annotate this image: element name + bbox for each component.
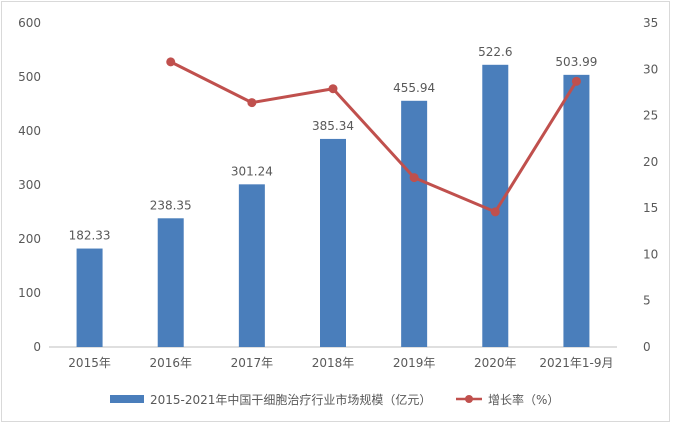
right-y-tick-label: 10 [643,247,658,261]
bar-data-label: 238.35 [150,198,192,212]
right-y-tick-label: 5 [643,294,651,308]
bar-data-label: 385.34 [312,119,354,133]
legend: 2015-2021年中国干细胞治疗行业市场规模（亿元） 增长率（%） [110,392,559,407]
bar-data-labels: 182.33 238.35 301.24 385.34 455.94 522.6 503.9… [69,45,598,243]
x-tick-label: 2015年 [68,356,111,370]
bar [238,184,265,347]
left-y-axis: 0 100 200 300 400 500 600 [18,16,41,354]
right-y-tick-label: 30 [643,62,658,76]
x-tick-label: 2019年 [393,356,436,370]
left-y-tick-label: 100 [18,286,41,300]
bar-data-label: 455.94 [393,81,435,95]
left-y-tick-label: 300 [18,178,41,192]
bar-series [76,64,590,348]
legend-line-label: 增长率（%） [488,392,559,407]
left-y-tick-label: 600 [18,16,41,30]
growth-rate-point [409,173,419,183]
growth-rate-point [490,207,500,217]
x-tick-label: 2016年 [149,356,192,370]
right-y-tick-label: 35 [643,16,658,30]
bar [563,74,590,347]
bar-data-label: 182.33 [69,229,111,243]
legend-bar-swatch [110,395,144,403]
right-y-tick-label: 0 [643,340,651,354]
left-y-tick-label: 400 [18,124,41,138]
bar [482,64,509,347]
left-y-tick-label: 200 [18,232,41,246]
bar-data-label: 503.99 [555,55,597,69]
bar-data-label: 301.24 [231,164,273,178]
x-tick-label: 2018年 [312,356,355,370]
x-axis-labels: 2015年 2016年 2017年 2018年 2019年 2020年 2021年1-9月 [68,356,613,370]
left-y-tick-label: 500 [18,70,41,84]
left-y-tick-label: 0 [33,340,41,354]
growth-rate-line [170,60,578,214]
bar-data-label: 522.6 [478,45,512,59]
bar [320,138,346,347]
x-tick-label: 2017年 [231,356,274,370]
growth-rate-point [247,98,257,108]
bar [401,100,428,348]
bar [157,218,184,347]
x-tick-label: 2020年 [474,356,517,370]
x-tick-label: 2021年1-9月 [539,356,613,370]
line-series [166,57,581,217]
bar [76,248,103,347]
right-y-axis: 0 5 10 15 20 25 30 35 [643,16,658,354]
right-y-tick-label: 25 [643,109,658,123]
right-y-tick-label: 20 [643,155,658,169]
legend-bar-label: 2015-2021年中国干细胞治疗行业市场规模（亿元） [150,392,431,407]
right-y-tick-label: 15 [643,201,658,215]
growth-rate-point [166,57,176,67]
legend-line-marker [465,395,473,403]
growth-rate-point [328,84,338,94]
growth-rate-point [571,76,581,86]
